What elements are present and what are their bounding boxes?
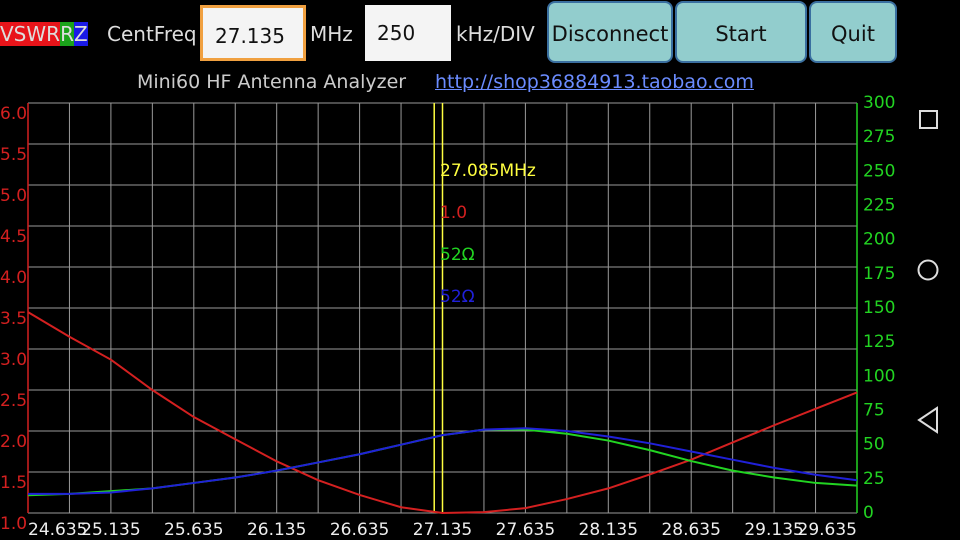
x-tick-label: 27.635: [496, 520, 555, 540]
span-input[interactable]: 250: [365, 5, 451, 61]
shop-link[interactable]: http://shop36884913.taobao.com: [435, 71, 754, 93]
legend: VSWR R Z: [0, 22, 88, 46]
y-tick-label: 5.5: [0, 145, 27, 165]
y2-tick-label: 300: [863, 93, 895, 113]
y-tick-label: 2.5: [0, 391, 27, 411]
centfreq-input[interactable]: 27.135: [200, 5, 306, 61]
y2-tick-label: 125: [863, 332, 895, 352]
y2-tick-label: 0: [863, 503, 874, 523]
series-line: [28, 427, 858, 495]
y2-tick-label: 175: [863, 264, 895, 284]
y2-tick-label: 75: [863, 401, 885, 421]
y-tick-label: 3.0: [0, 350, 27, 370]
legend-item: VSWR: [0, 22, 61, 46]
app-title: Mini60 HF Antenna Analyzer: [137, 71, 407, 93]
y2-tick-label: 100: [863, 366, 895, 386]
cursor-annotation: 52Ω: [440, 287, 475, 307]
span-label: kHz/DIV: [456, 22, 535, 46]
y2-tick-label: 250: [863, 161, 895, 181]
y-tick-label: 1.5: [0, 473, 27, 493]
cursor-annotation: 1.0: [440, 203, 467, 223]
back-icon[interactable]: [917, 406, 938, 434]
y2-tick-label: 200: [863, 230, 895, 250]
centfreq-label: CentFreq: [107, 22, 197, 46]
quit-button[interactable]: Quit: [809, 1, 897, 63]
y-tick-label: 5.0: [0, 186, 27, 206]
y2-tick-label: 150: [863, 298, 895, 318]
x-tick-label: 26.635: [330, 520, 389, 540]
x-tick-label: 29.135: [744, 520, 803, 540]
y2-tick-label: 50: [863, 435, 885, 455]
disconnect-button[interactable]: Disconnect: [547, 1, 673, 63]
y2-tick-label: 275: [863, 127, 895, 147]
x-tick-label: 29.635: [798, 520, 857, 540]
recent-apps-icon[interactable]: [919, 110, 938, 129]
y-tick-label: 6.0: [0, 104, 27, 124]
y-tick-label: 4.5: [0, 227, 27, 247]
home-icon[interactable]: [917, 259, 939, 281]
legend-item: Z: [73, 22, 88, 46]
x-tick-label: 25.635: [164, 520, 223, 540]
y-tick-label: 2.0: [0, 432, 27, 452]
mhz-label: MHz: [310, 22, 353, 46]
series-line: [27, 311, 858, 515]
x-tick-label: 27.135: [413, 520, 472, 540]
x-tick-label: 28.635: [661, 520, 720, 540]
y-tick-label: 3.5: [0, 309, 27, 329]
legend-item: R: [60, 22, 74, 46]
x-tick-label: 28.135: [579, 520, 638, 540]
cursor-annotation: 52Ω: [440, 245, 475, 265]
cursor-annotation: 27.085MHz: [440, 161, 536, 181]
y2-tick-label: 25: [863, 469, 885, 489]
start-button[interactable]: Start: [675, 1, 807, 63]
x-tick-label: 25.135: [81, 520, 140, 540]
x-tick-label: 24.635: [28, 520, 87, 540]
y2-tick-label: 225: [863, 196, 895, 216]
y-tick-label: 1.0: [0, 514, 27, 534]
x-tick-label: 26.135: [247, 520, 306, 540]
y-tick-label: 4.0: [0, 268, 27, 288]
